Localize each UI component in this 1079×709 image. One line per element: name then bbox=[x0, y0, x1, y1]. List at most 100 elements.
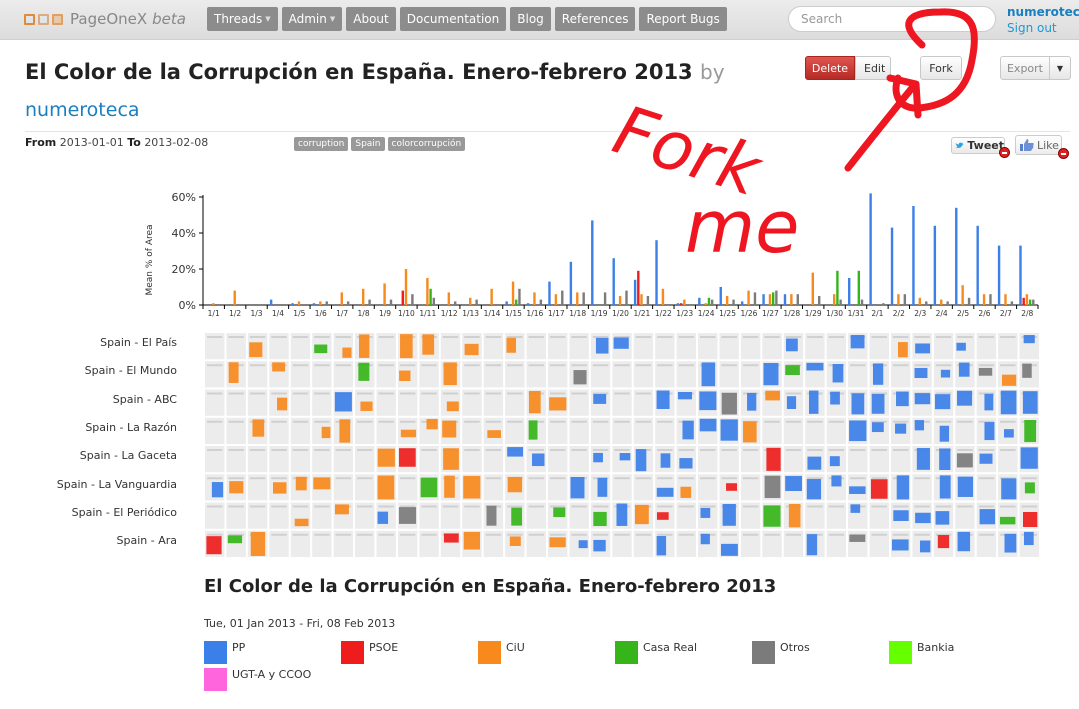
front-page-thumbnail[interactable] bbox=[547, 333, 568, 360]
nav-item-report-bugs[interactable]: Report Bugs bbox=[639, 7, 727, 31]
row-label[interactable]: Spain - La Razón bbox=[85, 420, 177, 434]
tag-badge[interactable]: Spain bbox=[351, 137, 385, 151]
front-page-thumbnail[interactable] bbox=[483, 474, 504, 501]
front-page-thumbnail[interactable] bbox=[826, 502, 847, 529]
front-page-thumbnail[interactable] bbox=[226, 502, 246, 529]
delete-button[interactable]: Delete bbox=[805, 56, 855, 80]
front-page-thumbnail[interactable] bbox=[762, 417, 782, 444]
front-page-thumbnail[interactable] bbox=[698, 446, 718, 473]
front-page-thumbnail[interactable] bbox=[247, 389, 268, 416]
front-page-thumbnail[interactable] bbox=[205, 417, 225, 444]
front-page-thumbnail[interactable] bbox=[269, 530, 289, 557]
front-page-thumbnail[interactable] bbox=[569, 333, 589, 360]
front-page-thumbnail[interactable] bbox=[312, 446, 332, 473]
front-page-thumbnail[interactable] bbox=[290, 417, 311, 444]
edit-button[interactable]: Edit bbox=[855, 56, 891, 80]
front-page-thumbnail[interactable] bbox=[397, 530, 418, 557]
front-page-thumbnail[interactable] bbox=[333, 446, 354, 473]
front-page-thumbnail[interactable] bbox=[333, 361, 354, 388]
front-page-thumbnail[interactable] bbox=[783, 446, 804, 473]
row-label[interactable]: Spain - El País bbox=[100, 336, 177, 349]
front-page-thumbnail[interactable] bbox=[890, 446, 911, 473]
front-page-thumbnail[interactable] bbox=[376, 361, 396, 388]
front-page-thumbnail[interactable] bbox=[633, 530, 654, 557]
front-page-thumbnail[interactable] bbox=[976, 333, 997, 360]
brand-logo[interactable]: PageOneX beta bbox=[24, 8, 186, 30]
front-page-thumbnail[interactable] bbox=[826, 333, 847, 360]
front-page-thumbnail[interactable] bbox=[483, 333, 504, 360]
front-page-thumbnail[interactable] bbox=[462, 417, 482, 444]
front-page-thumbnail[interactable] bbox=[462, 502, 482, 529]
front-page-thumbnail[interactable] bbox=[462, 446, 482, 473]
front-page-thumbnail[interactable] bbox=[547, 417, 568, 444]
front-page-thumbnail[interactable] bbox=[247, 474, 268, 501]
front-page-thumbnail[interactable] bbox=[355, 502, 375, 529]
front-page-thumbnail[interactable] bbox=[848, 361, 868, 388]
front-page-thumbnail[interactable] bbox=[569, 502, 589, 529]
front-page-thumbnail[interactable] bbox=[912, 474, 932, 501]
front-page-thumbnail[interactable] bbox=[376, 333, 396, 360]
front-page-thumbnail[interactable] bbox=[569, 417, 589, 444]
nav-item-documentation[interactable]: Documentation bbox=[399, 7, 507, 31]
front-page-thumbnail[interactable] bbox=[633, 417, 654, 444]
tag-badge[interactable]: colorcorrupción bbox=[387, 137, 466, 151]
front-page-thumbnail[interactable] bbox=[848, 446, 868, 473]
front-page-thumbnail[interactable] bbox=[247, 361, 268, 388]
front-page-thumbnail[interactable] bbox=[783, 417, 804, 444]
front-page-thumbnail[interactable] bbox=[762, 333, 782, 360]
front-page-thumbnail[interactable] bbox=[355, 474, 375, 501]
front-page-thumbnail[interactable] bbox=[740, 333, 761, 360]
front-page-thumbnail[interactable] bbox=[655, 333, 675, 360]
row-label[interactable]: Spain - ABC bbox=[112, 392, 177, 406]
front-page-thumbnail[interactable] bbox=[826, 530, 847, 557]
front-page-thumbnail[interactable] bbox=[955, 502, 975, 529]
front-page-thumbnail[interactable] bbox=[869, 446, 889, 473]
row-label[interactable]: Spain - El Periódico bbox=[71, 505, 177, 519]
front-page-thumbnail[interactable] bbox=[612, 417, 632, 444]
front-page-thumbnail[interactable] bbox=[226, 417, 246, 444]
username-link[interactable]: numeroteca bbox=[1007, 5, 1079, 19]
front-page-thumbnail[interactable] bbox=[205, 361, 225, 388]
front-page-thumbnail[interactable] bbox=[247, 502, 268, 529]
sign-out-link[interactable]: Sign out bbox=[1007, 21, 1057, 35]
row-label[interactable]: Spain - La Vanguardia bbox=[56, 477, 177, 491]
front-page-thumbnail[interactable] bbox=[740, 530, 761, 557]
front-page-thumbnail[interactable] bbox=[269, 446, 289, 473]
front-page-thumbnail[interactable] bbox=[226, 333, 246, 360]
front-page-thumbnail[interactable] bbox=[740, 446, 761, 473]
front-page-thumbnail[interactable] bbox=[998, 446, 1018, 473]
nav-item-blog[interactable]: Blog bbox=[510, 7, 551, 31]
front-page-thumbnail[interactable] bbox=[290, 446, 311, 473]
author-link[interactable]: numeroteca bbox=[25, 99, 140, 121]
front-page-thumbnail[interactable] bbox=[505, 361, 525, 388]
front-page-thumbnail[interactable] bbox=[612, 474, 632, 501]
front-page-thumbnail[interactable] bbox=[483, 530, 504, 557]
front-page-thumbnail[interactable] bbox=[740, 474, 761, 501]
front-page-thumbnail[interactable] bbox=[205, 389, 225, 416]
front-page-thumbnail[interactable] bbox=[333, 474, 354, 501]
front-page-thumbnail[interactable] bbox=[869, 333, 889, 360]
nav-item-about[interactable]: About bbox=[346, 7, 396, 31]
front-page-thumbnail[interactable] bbox=[376, 417, 396, 444]
front-page-thumbnail[interactable] bbox=[869, 530, 889, 557]
front-page-thumbnail[interactable] bbox=[719, 361, 739, 388]
nav-item-threads[interactable]: Threads ▼ bbox=[207, 7, 278, 31]
front-page-thumbnail[interactable] bbox=[419, 502, 439, 529]
front-page-thumbnail[interactable] bbox=[226, 389, 246, 416]
front-page-thumbnail[interactable] bbox=[333, 530, 354, 557]
front-page-thumbnail[interactable] bbox=[483, 446, 504, 473]
front-page-thumbnail[interactable] bbox=[890, 361, 911, 388]
search-input[interactable]: Search bbox=[788, 6, 996, 32]
front-page-thumbnail[interactable] bbox=[505, 389, 525, 416]
front-page-thumbnail[interactable] bbox=[290, 530, 311, 557]
front-page-thumbnail[interactable] bbox=[719, 446, 739, 473]
front-page-thumbnail[interactable] bbox=[590, 417, 611, 444]
fork-button[interactable]: Fork bbox=[920, 56, 962, 80]
front-page-thumbnail[interactable] bbox=[247, 446, 268, 473]
front-page-thumbnail[interactable] bbox=[633, 474, 654, 501]
front-page-thumbnail[interactable] bbox=[483, 389, 504, 416]
tweet-button[interactable]: Tweet bbox=[951, 137, 1005, 154]
front-page-thumbnail[interactable] bbox=[698, 474, 718, 501]
front-page-thumbnail[interactable] bbox=[269, 333, 289, 360]
front-page-thumbnail[interactable] bbox=[612, 530, 632, 557]
